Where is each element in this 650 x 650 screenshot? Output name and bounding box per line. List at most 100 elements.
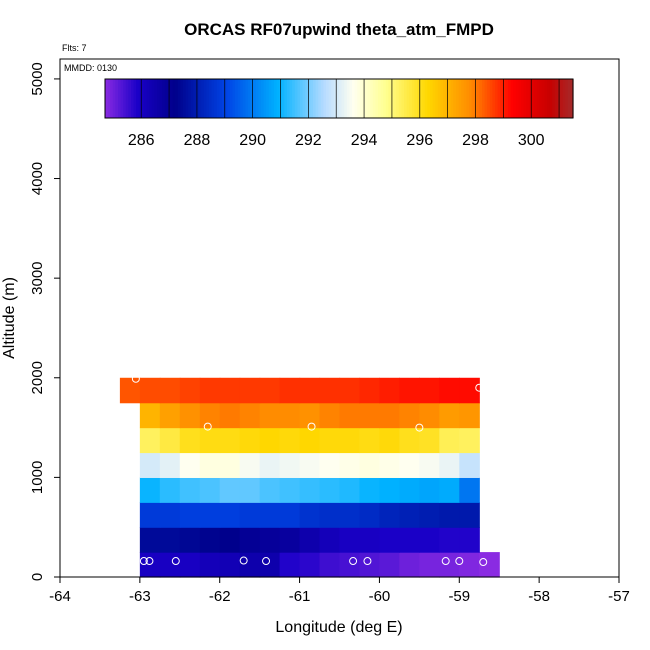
colorbar-segment [453, 79, 457, 118]
heatmap-cell [379, 402, 400, 429]
heatmap-cell [339, 552, 361, 578]
x-tick-label: -61 [289, 588, 311, 605]
heatmap-cell [359, 452, 381, 478]
colorbar-segment [185, 79, 189, 118]
colorbar-segment [391, 79, 395, 118]
flight-point [441, 557, 450, 566]
heatmap-cell [179, 502, 201, 528]
colorbar-segment [518, 79, 522, 118]
colorbar-segment [253, 79, 257, 118]
colorbar-segment [466, 79, 470, 118]
heatmap-cell [279, 402, 301, 429]
heatmap-cell [259, 527, 281, 553]
heatmap-cell [419, 377, 440, 404]
colorbar-segment [258, 79, 262, 118]
flight-point [131, 374, 140, 383]
heatmap-cell [179, 527, 201, 553]
heatmap-cell [359, 477, 381, 503]
colorbar-segment [450, 79, 454, 118]
colorbar-segment [344, 79, 348, 118]
colorbar-segment [526, 79, 530, 118]
heatmap-cell [159, 402, 181, 429]
colorbar-segment [183, 79, 187, 118]
colorbar-segment [346, 79, 350, 118]
heatmap-cell [419, 527, 440, 553]
heatmap-cell [139, 452, 161, 478]
heatmap-cell [199, 402, 221, 429]
colorbar-segment [492, 79, 496, 118]
colorbar-segment [541, 79, 545, 118]
heatmap-cell [279, 427, 301, 454]
heatmap-cell [299, 502, 321, 528]
heatmap-cell [359, 427, 381, 454]
heatmap-cell [459, 402, 480, 429]
colorbar-segment [393, 79, 397, 118]
heatmap-cell [419, 452, 440, 478]
colorbar-segment [154, 79, 158, 118]
colorbar-segment [224, 79, 228, 118]
heatmap-cell [199, 427, 221, 454]
colorbar-segment [365, 79, 369, 118]
heatmap-cell [439, 477, 460, 503]
colorbar-segment [219, 79, 223, 118]
colorbar-segment [141, 79, 145, 118]
colorbar-segment [544, 79, 548, 118]
colorbar-tick-label: 286 [128, 132, 155, 149]
colorbar: 286 288 290 292 294 296 298 300 [104, 78, 574, 149]
heatmap-cells [119, 377, 500, 578]
colorbar-segment [528, 79, 532, 118]
heatmap-cell [459, 552, 480, 578]
heatmap-cell [259, 552, 281, 578]
heatmap-cell [419, 402, 440, 429]
colorbar-segment [287, 79, 291, 118]
heatmap-cell [359, 527, 381, 553]
heatmap-cell [439, 502, 460, 528]
chart-title: ORCAS RF07upwind theta_atm_FMPD [184, 20, 494, 39]
colorbar-segment [370, 79, 374, 118]
plot-frame [59, 58, 620, 578]
heatmap-cell [439, 402, 460, 429]
colorbar-segment [162, 79, 166, 118]
heatmap-cell [379, 427, 400, 454]
heatmap-cell [159, 452, 181, 478]
x-tick-label: -60 [369, 588, 391, 605]
heatmap-cell [219, 477, 241, 503]
colorbar-segment [333, 79, 337, 118]
colorbar-segment [112, 79, 116, 118]
colorbar-segment [482, 79, 486, 118]
x-tick-label: -57 [608, 588, 630, 605]
colorbar-segment [172, 79, 176, 118]
heatmap-cell [279, 552, 301, 578]
heatmap-cell [199, 377, 221, 404]
colorbar-segment [229, 79, 233, 118]
heatmap-cell [259, 452, 281, 478]
heatmap-cell [159, 527, 181, 553]
colorbar-segment [120, 79, 124, 118]
flight-point [239, 556, 248, 565]
heatmap-cell [319, 427, 341, 454]
colorbar-segment [245, 79, 249, 118]
x-axis: -64 -63 -62 -61 -60 -59 -58 -57 [49, 577, 630, 605]
heatmap-cell [139, 527, 161, 553]
colorbar-segment [372, 79, 376, 118]
heatmap-cell [299, 377, 321, 404]
heatmap-cell [239, 402, 261, 429]
colorbar-segment [110, 79, 114, 118]
colorbar-segment [435, 79, 439, 118]
colorbar-tick-label: 288 [184, 132, 211, 149]
flight-point [203, 422, 212, 431]
heatmap-cell [439, 527, 460, 553]
colorbar-segment [417, 79, 421, 118]
colorbar-segment [297, 79, 301, 118]
y-axis: 0 1000 2000 3000 4000 5000 [29, 62, 60, 581]
colorbar-segment [263, 79, 267, 118]
heatmap-cell [379, 552, 400, 578]
colorbar-segment [250, 79, 254, 118]
colorbar-segment [380, 79, 384, 118]
colorbar-segment [310, 79, 314, 118]
x-tick-label: -58 [528, 588, 550, 605]
colorbar-segment [284, 79, 288, 118]
heatmap-cell [219, 402, 241, 429]
colorbar-segment [201, 79, 205, 118]
colorbar-segment [495, 79, 499, 118]
